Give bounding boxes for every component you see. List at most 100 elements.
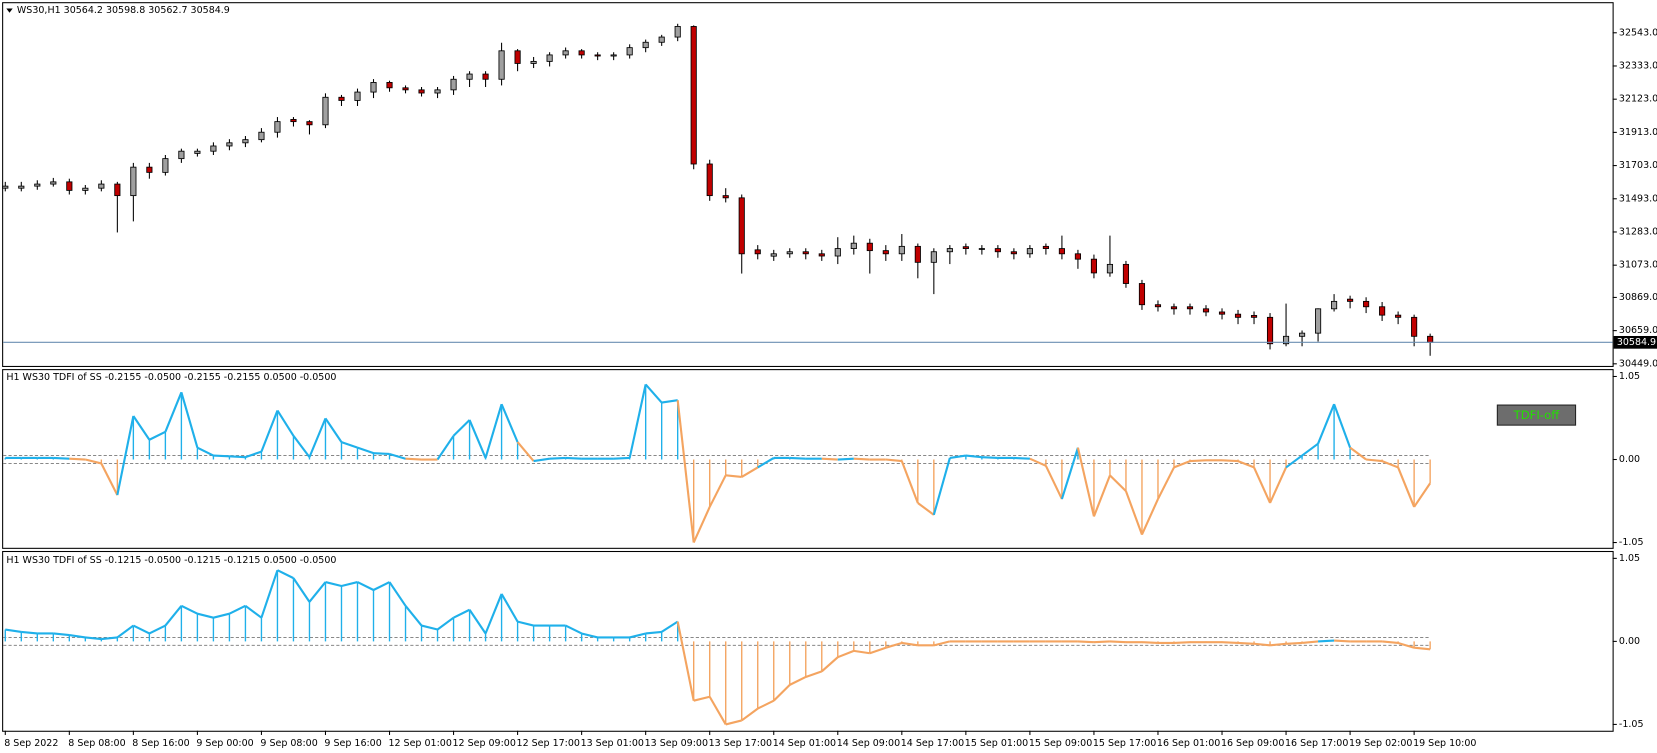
candle-body [898,245,905,255]
signal-line [533,457,550,463]
candle-body [914,245,921,263]
signal-line [693,695,710,702]
signal-line [180,604,198,615]
signal-line [1317,403,1336,445]
candle-body [1218,311,1226,315]
y-tick-label: 31493.0 [1619,193,1657,204]
candle-body [1154,304,1162,308]
signal-line [421,624,438,631]
x-tick-label: 15 Sep 17:00 [1093,738,1156,749]
candle-body [1042,245,1049,249]
candle-body [978,248,985,250]
signal-line [101,636,118,641]
indicator-title: H1 WS30 TDFI of SS -0.2155 -0.0500 -0.21… [6,372,336,383]
signal-line [885,641,903,649]
candle-body [626,47,633,56]
candle-body [1411,316,1418,337]
signal-line [1109,474,1127,492]
candle-body [946,248,953,253]
signal-line [53,632,70,637]
signal-line [213,454,230,458]
signal-line [468,609,487,635]
signal-line [484,403,503,459]
signal-line [357,581,374,591]
button-label[interactable]: TDFI-off [1513,408,1561,422]
signal-line [741,466,759,478]
candle-body [434,89,441,94]
candle-body [354,91,361,101]
signal-line [1141,498,1159,536]
candle-body [1170,306,1178,310]
candle-body [834,248,841,257]
candle-body [130,166,137,197]
signal-line [85,636,102,641]
candle-body [1298,332,1306,337]
signal-line [1077,640,1094,644]
signal-line [757,699,775,710]
candle-body [322,96,329,126]
signal-line [500,593,519,623]
signal-line [452,419,471,437]
signal-line [629,632,646,639]
menu-arrow[interactable] [6,8,13,13]
y-tick-label: 31913.0 [1619,127,1657,138]
signal-line [1301,640,1319,645]
signal-line [341,441,358,449]
candle-body [242,139,249,144]
candle-body [674,26,681,38]
candle-body [370,82,377,93]
signal-line [404,605,423,627]
candle-body [818,253,825,257]
button-face[interactable] [1496,404,1577,426]
indicator-title: H1 WS30 TDFI of SS -0.1215 -0.0500 -0.12… [6,555,336,566]
candle-body [50,181,57,185]
signal-line [276,409,295,437]
signal-line [1044,465,1063,500]
signal-line [885,458,902,463]
signal-line [1381,460,1399,469]
y-tick-label: 31703.0 [1619,160,1657,171]
y-tick-label: 0.00 [1619,454,1640,465]
y-tick-label: 32333.0 [1619,60,1657,71]
y-tick-label: 1.05 [1619,371,1640,382]
signal-line [164,391,183,433]
signal-line [1397,641,1415,649]
signal-line [1413,482,1432,508]
signal-line [245,450,262,459]
signal-line [1157,466,1175,500]
signal-line [853,457,870,461]
candle-body [802,251,809,255]
x-tick-label: 13 Sep 09:00 [645,738,708,749]
signal-line [917,502,935,516]
candle-body [210,145,217,152]
signal-line [196,446,214,457]
candle-body [882,250,889,255]
signal-line [1076,447,1095,517]
candle-body [1266,316,1274,345]
candle-body [706,163,713,197]
candle-body [1363,300,1370,308]
signal-line [581,632,598,639]
signal-line [180,392,199,448]
signal-line [1237,460,1255,469]
candle-body [962,246,969,249]
signal-line [1237,641,1255,645]
last-price-label: 30584.9 [1617,337,1656,348]
candle-body [98,183,105,189]
y-tick-label: -1.05 [1619,537,1644,548]
signal-line [132,624,150,635]
signal-line [292,577,311,603]
signal-line [676,400,695,543]
signal-line [148,624,166,635]
indicator-button[interactable]: TDFI-off [1496,404,1577,426]
x-tick-label: 8 Sep 16:00 [132,738,189,749]
candle-body [1395,314,1402,318]
candle-body [290,118,297,123]
signal-line [821,656,839,673]
signal-line [692,506,711,543]
signal-line [901,641,918,647]
signal-line [468,419,487,459]
candle-body [466,73,473,80]
signal-line [1269,466,1288,504]
candle-body [722,195,729,199]
